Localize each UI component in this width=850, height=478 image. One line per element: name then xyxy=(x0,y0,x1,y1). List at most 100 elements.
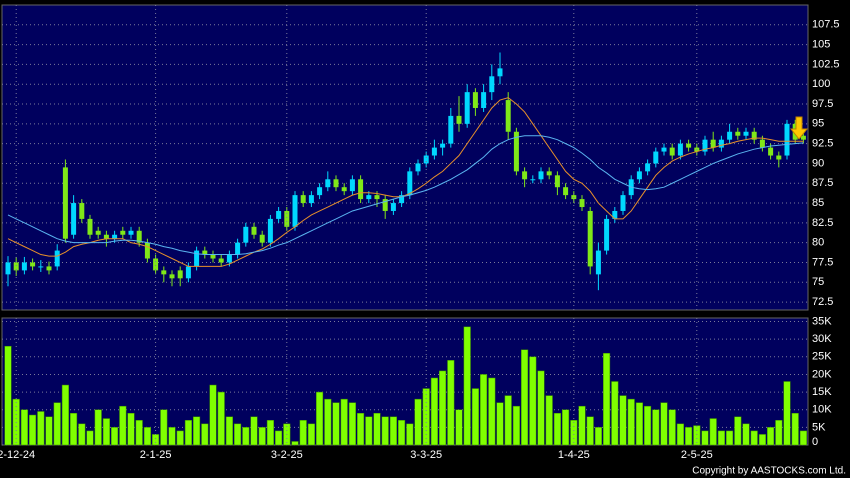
volume-bar xyxy=(504,395,512,446)
volume-bar xyxy=(299,420,307,446)
volume-bar xyxy=(447,360,455,446)
candle-body xyxy=(308,195,314,204)
candle-body xyxy=(546,171,552,176)
volume-bar xyxy=(709,418,717,446)
y-tick-label: 30K xyxy=(812,333,832,345)
candle-body xyxy=(169,274,175,279)
candle-body xyxy=(103,234,109,239)
candle-body xyxy=(489,76,495,93)
volume-bar xyxy=(127,413,135,446)
candle-body xyxy=(161,270,167,275)
volume-bar xyxy=(521,349,529,446)
candle-body xyxy=(636,171,642,180)
candle-body xyxy=(563,187,569,196)
y-tick-label: 102.5 xyxy=(812,58,840,70)
volume-bar xyxy=(414,398,422,446)
volume-bar xyxy=(570,420,578,446)
candle-body xyxy=(579,199,585,208)
volume-bar xyxy=(562,409,570,446)
candle-body xyxy=(448,115,454,144)
candle-body xyxy=(128,230,134,235)
candle-body xyxy=(677,143,683,156)
volume-bar xyxy=(102,418,110,446)
y-tick-label: 35K xyxy=(812,315,832,327)
volume-bar xyxy=(586,416,594,446)
volume-bar xyxy=(742,423,750,446)
volume-bar xyxy=(340,398,348,446)
candle-body xyxy=(440,143,446,148)
volume-bar xyxy=(242,427,250,446)
volume-bar xyxy=(726,430,734,446)
candle-body xyxy=(21,262,27,271)
volume-bar xyxy=(184,420,192,446)
volume-bar xyxy=(775,420,783,446)
volume-bar xyxy=(799,430,807,446)
volume-bar xyxy=(37,411,45,446)
candle-body xyxy=(317,187,323,196)
candle-body xyxy=(54,250,60,267)
x-tick-label: 1-4-25 xyxy=(558,449,590,461)
moving-average-line xyxy=(7,97,804,267)
plot-layer: 72.5 75 77.5 80 82.5 85 87.5 90 92.5 95 97.5 100 102… xyxy=(0,5,840,461)
y-tick-label: 95 xyxy=(812,118,824,130)
volume-bar xyxy=(471,388,479,446)
candle-body xyxy=(71,203,77,235)
volume-bar xyxy=(480,374,488,446)
volume-bar xyxy=(307,423,315,446)
volume-bar xyxy=(660,402,668,446)
volume-bar xyxy=(430,377,438,446)
volume-bar xyxy=(86,430,94,446)
volume-bar xyxy=(29,414,37,446)
candle-body xyxy=(612,210,618,219)
candle-body xyxy=(390,203,396,211)
volume-bar xyxy=(234,423,242,446)
candle-body xyxy=(202,250,208,255)
candle-body xyxy=(5,262,11,275)
candle-body xyxy=(661,147,667,152)
volume-bar xyxy=(701,430,709,446)
candle-body xyxy=(595,250,601,275)
x-tick-label: 2-5-25 xyxy=(681,449,713,461)
volume-bar xyxy=(135,420,143,446)
candle-body xyxy=(456,115,462,124)
volume-bar xyxy=(668,409,676,446)
candle-body xyxy=(481,92,487,108)
candle-body xyxy=(325,179,331,188)
candle-body xyxy=(505,100,511,132)
candle-body xyxy=(267,218,273,243)
candle-body xyxy=(235,242,241,255)
candle-body xyxy=(38,266,44,268)
volume-bar xyxy=(594,427,602,446)
volume-bar xyxy=(45,416,53,446)
volume-bar xyxy=(406,423,414,446)
volume-bar xyxy=(529,356,537,446)
candle-body xyxy=(653,151,659,164)
volume-bar xyxy=(258,427,266,446)
y-tick-label: 105 xyxy=(812,39,830,51)
y-tick-label: 100 xyxy=(812,78,830,90)
y-tick-label: 0 xyxy=(812,436,818,448)
candle-body xyxy=(349,179,355,192)
volume-bar xyxy=(734,416,742,446)
candle-body xyxy=(95,230,101,235)
volume-bar xyxy=(455,409,463,446)
volume-bar xyxy=(553,413,561,446)
x-tick-label: 3-3-25 xyxy=(410,449,442,461)
volume-bar xyxy=(767,427,775,446)
candle-body xyxy=(399,195,405,204)
volume-bar xyxy=(94,409,102,446)
y-tick-label: 5K xyxy=(812,421,826,433)
candle-body xyxy=(358,179,364,200)
volume-bar xyxy=(324,398,332,446)
volume-bar xyxy=(676,423,684,446)
candle-body xyxy=(743,131,749,136)
volume-bar xyxy=(160,409,168,446)
volume-bar xyxy=(578,405,586,446)
y-tick-label: 77.5 xyxy=(812,256,833,268)
candle-body xyxy=(194,250,200,267)
volume-bar xyxy=(635,402,643,446)
y-tick-label: 75 xyxy=(812,276,824,288)
volume-bar xyxy=(217,391,225,446)
candle-body xyxy=(243,226,249,243)
volume-bar xyxy=(545,395,553,446)
